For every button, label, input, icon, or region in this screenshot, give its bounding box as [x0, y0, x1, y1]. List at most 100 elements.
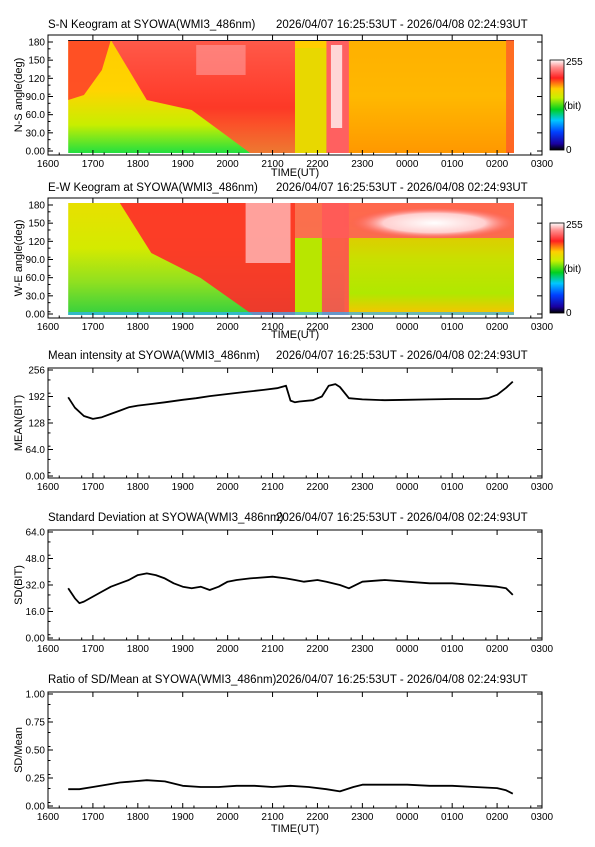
keogram-top-edge — [68, 40, 514, 41]
y-tick-label: 120 — [28, 74, 45, 85]
y-tick-label: 256 — [28, 366, 45, 377]
x-tick-label: 1800 — [127, 812, 150, 823]
chart-panel-4: Standard Deviation at SYOWA(WMI3_486nm) 2… — [13, 512, 554, 655]
chart-panel-3: Mean intensity at SYOWA(WMI3_486nm) 2026/… — [13, 350, 554, 493]
x-tick-label: 1800 — [127, 644, 150, 655]
keogram-image — [68, 40, 514, 153]
x-tick-label: 2100 — [261, 322, 284, 333]
colorbar-unit-label: (bit) — [564, 101, 581, 112]
y-tick-label: 150 — [28, 56, 45, 67]
chart-panel-5: Ratio of SD/Mean at SYOWA(WMI3_486nm) 202… — [13, 674, 554, 835]
x-axis-label: TIME(UT) — [271, 329, 319, 341]
x-tick-label: 0100 — [441, 322, 464, 333]
colorbar — [549, 222, 565, 314]
y-tick-label: 0.00 — [26, 634, 46, 645]
colorbar-min-label: 0 — [566, 145, 572, 156]
colorbar-max-label: 255 — [566, 220, 583, 231]
x-tick-label: 0000 — [396, 482, 419, 493]
x-tick-label: 1800 — [127, 322, 150, 333]
chart-time-range: 2026/04/07 16:25:53UT - 2026/04/08 02:24… — [276, 674, 528, 686]
chart-panel-1: S-N Keogram at SYOWA(WMI3_486nm) 2026/04/… — [13, 19, 583, 179]
x-tick-label: 1600 — [37, 159, 60, 170]
x-tick-label: 2000 — [217, 159, 240, 170]
y-tick-label: 30.0 — [26, 128, 46, 139]
chart-time-range: 2026/04/07 16:25:53UT - 2026/04/08 02:24… — [276, 182, 528, 194]
y-tick-label: 0.25 — [26, 774, 46, 785]
x-tick-label: 2000 — [217, 644, 240, 655]
y-tick-label: 192 — [28, 392, 45, 403]
x-tick-label: 1800 — [127, 159, 150, 170]
x-tick-label: 0200 — [486, 644, 509, 655]
x-tick-label: 0100 — [441, 644, 464, 655]
colorbar-min-label: 0 — [566, 308, 572, 319]
y-tick-label: 48.0 — [26, 554, 46, 565]
x-tick-label: 1600 — [37, 482, 60, 493]
keogram-image — [68, 203, 514, 315]
x-tick-label: 0300 — [531, 322, 554, 333]
keogram-bright-region — [245, 203, 291, 263]
y-tick-label: 64.0 — [26, 528, 46, 539]
keogram-late-band — [344, 40, 514, 153]
x-tick-label: 0100 — [441, 812, 464, 823]
x-tick-label: 0000 — [396, 644, 419, 655]
plot-frame — [47, 367, 543, 479]
x-tick-label: 1600 — [37, 644, 60, 655]
chart-title: E-W Keogram at SYOWA(WMI3_486nm) — [48, 182, 258, 194]
chart-title: Mean intensity at SYOWA(WMI3_486nm) — [48, 350, 260, 362]
y-tick-label: 180 — [28, 201, 45, 212]
y-tick-label: 150 — [28, 219, 45, 230]
x-tick-label: 1700 — [82, 322, 105, 333]
x-tick-label: 0300 — [531, 812, 554, 823]
x-tick-label: 0000 — [396, 322, 419, 333]
keogram-bright-region — [330, 45, 343, 128]
x-tick-label: 0300 — [531, 159, 554, 170]
x-tick-label: 2100 — [261, 812, 284, 823]
x-tick-label: 2200 — [306, 644, 329, 655]
y-tick-label: 0.50 — [26, 746, 46, 757]
y-tick-label: 32.0 — [26, 581, 46, 592]
chart-title: Standard Deviation at SYOWA(WMI3_486nm) — [48, 512, 284, 524]
plot-frame — [47, 34, 543, 156]
colorbar-max-label: 255 — [566, 57, 583, 68]
x-tick-label: 2300 — [351, 812, 374, 823]
y-axis-label: MEAN(BIT) — [13, 395, 25, 451]
plot-frame — [47, 197, 543, 319]
x-tick-label: 2300 — [351, 644, 374, 655]
x-axis-label: TIME(UT) — [271, 167, 319, 179]
data-series-line — [67, 380, 514, 420]
x-tick-label: 1700 — [82, 812, 105, 823]
y-tick-label: 1.00 — [26, 690, 46, 701]
x-tick-label: 1900 — [172, 812, 195, 823]
x-tick-label: 1700 — [82, 482, 105, 493]
y-tick-label: 180 — [28, 38, 45, 49]
y-axis-label: SD/Mean — [13, 727, 25, 773]
x-tick-label: 1800 — [127, 482, 150, 493]
x-tick-label: 2100 — [261, 159, 284, 170]
y-tick-label: 128 — [28, 419, 45, 430]
y-tick-label: 0.00 — [26, 472, 46, 483]
x-tick-label: 0200 — [486, 812, 509, 823]
x-tick-label: 2200 — [306, 812, 329, 823]
x-tick-label: 0200 — [486, 159, 509, 170]
keogram-red-region — [506, 40, 514, 153]
colorbar-unit-label: (bit) — [564, 264, 581, 275]
x-tick-label: 0100 — [441, 159, 464, 170]
y-tick-label: 90.0 — [26, 255, 46, 266]
keogram-bright-region — [349, 207, 514, 239]
y-tick-label: 0.00 — [26, 310, 46, 321]
chart-panel-2: E-W Keogram at SYOWA(WMI3_486nm) 2026/04/… — [13, 182, 583, 341]
chart-title: S-N Keogram at SYOWA(WMI3_486nm) — [48, 19, 255, 31]
y-axis-label: SD(BIT) — [13, 565, 25, 605]
x-tick-label: 2200 — [306, 159, 329, 170]
x-tick-label: 1600 — [37, 812, 60, 823]
x-tick-label: 1900 — [172, 482, 195, 493]
x-tick-label: 2000 — [217, 812, 240, 823]
y-tick-label: 64.0 — [26, 445, 46, 456]
x-tick-label: 2200 — [306, 482, 329, 493]
y-tick-label: 0.75 — [26, 718, 46, 729]
keogram-gap-band — [295, 238, 322, 315]
keogram-bright-region — [196, 45, 246, 75]
x-tick-label: 2100 — [261, 482, 284, 493]
y-tick-label: 0.00 — [26, 802, 46, 813]
